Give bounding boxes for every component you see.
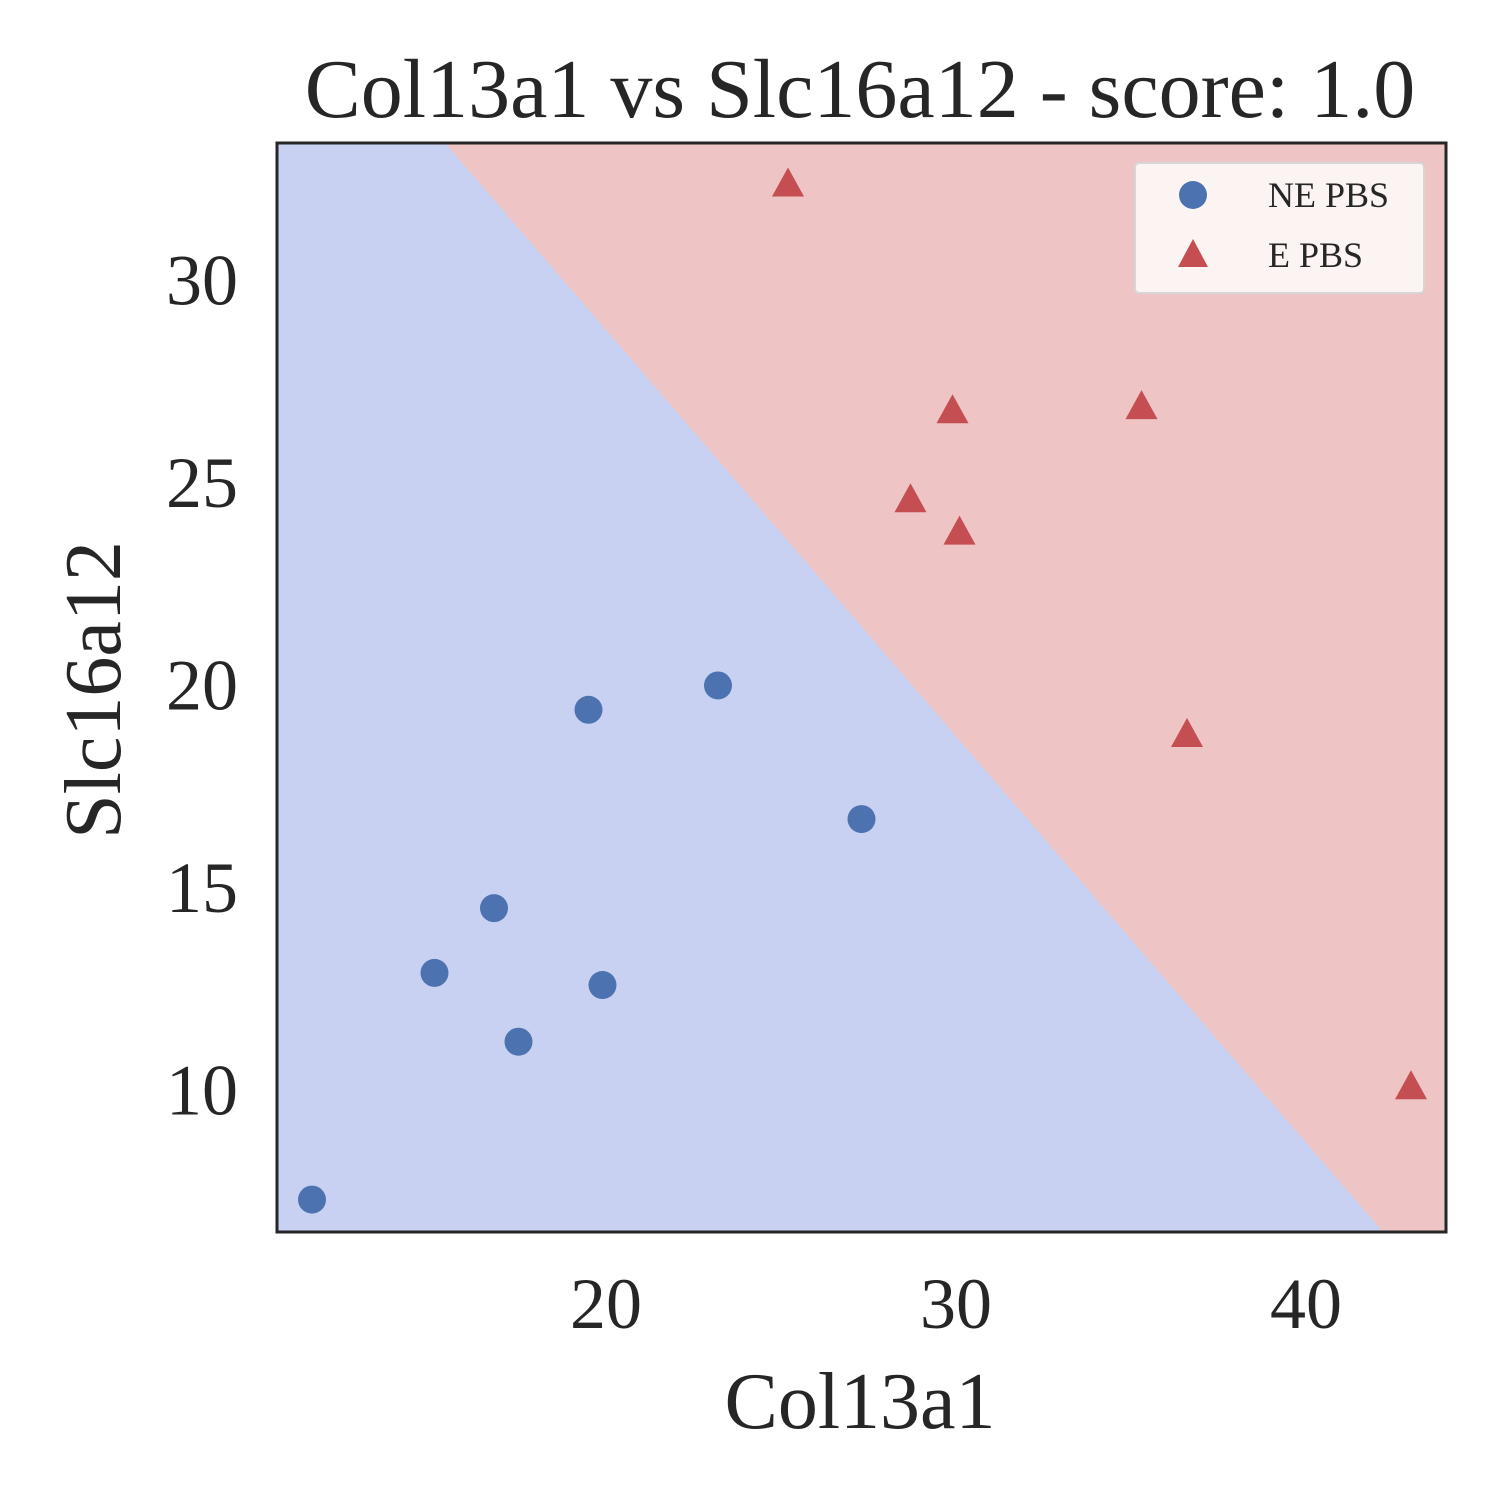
point-ne-pbs bbox=[420, 958, 449, 987]
point-ne-pbs bbox=[588, 971, 617, 1000]
y-tick-label: 15 bbox=[166, 848, 238, 928]
legend-marker-e-pbs bbox=[1178, 239, 1208, 267]
legend-marker-ne-pbs bbox=[1179, 181, 1207, 209]
x-tick-label: 40 bbox=[1270, 1264, 1342, 1344]
legend-box bbox=[1134, 162, 1425, 294]
point-ne-pbs bbox=[480, 894, 508, 923]
x-axis: 20 30 40 bbox=[570, 1264, 1342, 1344]
legend-label-e-pbs: E PBS bbox=[1268, 235, 1363, 275]
data-points bbox=[298, 167, 1427, 1214]
y-axis-label: Slc16a12 bbox=[50, 541, 138, 839]
y-tick-label: 25 bbox=[166, 443, 238, 523]
plot-area bbox=[277, 143, 1446, 1232]
point-ne-pbs bbox=[504, 1027, 533, 1056]
region-e-pbs bbox=[445, 143, 1446, 1232]
y-tick-label: 20 bbox=[166, 645, 238, 725]
y-tick-label: 10 bbox=[166, 1050, 238, 1130]
point-ne-pbs bbox=[574, 695, 603, 724]
plot-frame bbox=[275, 141, 1448, 1234]
point-e-pbs bbox=[943, 515, 976, 545]
point-e-pbs bbox=[1171, 718, 1203, 748]
y-tick-label: 30 bbox=[166, 241, 238, 321]
x-axis-label: Col13a1 bbox=[724, 1358, 995, 1446]
point-e-pbs bbox=[936, 394, 969, 424]
point-e-pbs bbox=[1125, 390, 1158, 420]
point-e-pbs bbox=[894, 483, 927, 513]
x-tick-label: 30 bbox=[920, 1264, 992, 1344]
y-axis: 10 15 20 25 30 bbox=[166, 241, 238, 1131]
point-ne-pbs bbox=[704, 671, 732, 700]
legend-label-ne-pbs: NE PBS bbox=[1268, 175, 1389, 215]
point-ne-pbs bbox=[847, 805, 876, 834]
point-ne-pbs bbox=[298, 1185, 326, 1214]
chart-title: Col13a1 vs Slc16a12 - score: 1.0 bbox=[305, 43, 1416, 136]
legend: NE PBS E PBS bbox=[1134, 162, 1425, 294]
point-e-pbs bbox=[772, 167, 804, 197]
x-tick-label: 20 bbox=[570, 1264, 642, 1344]
point-e-pbs bbox=[1395, 1070, 1427, 1100]
